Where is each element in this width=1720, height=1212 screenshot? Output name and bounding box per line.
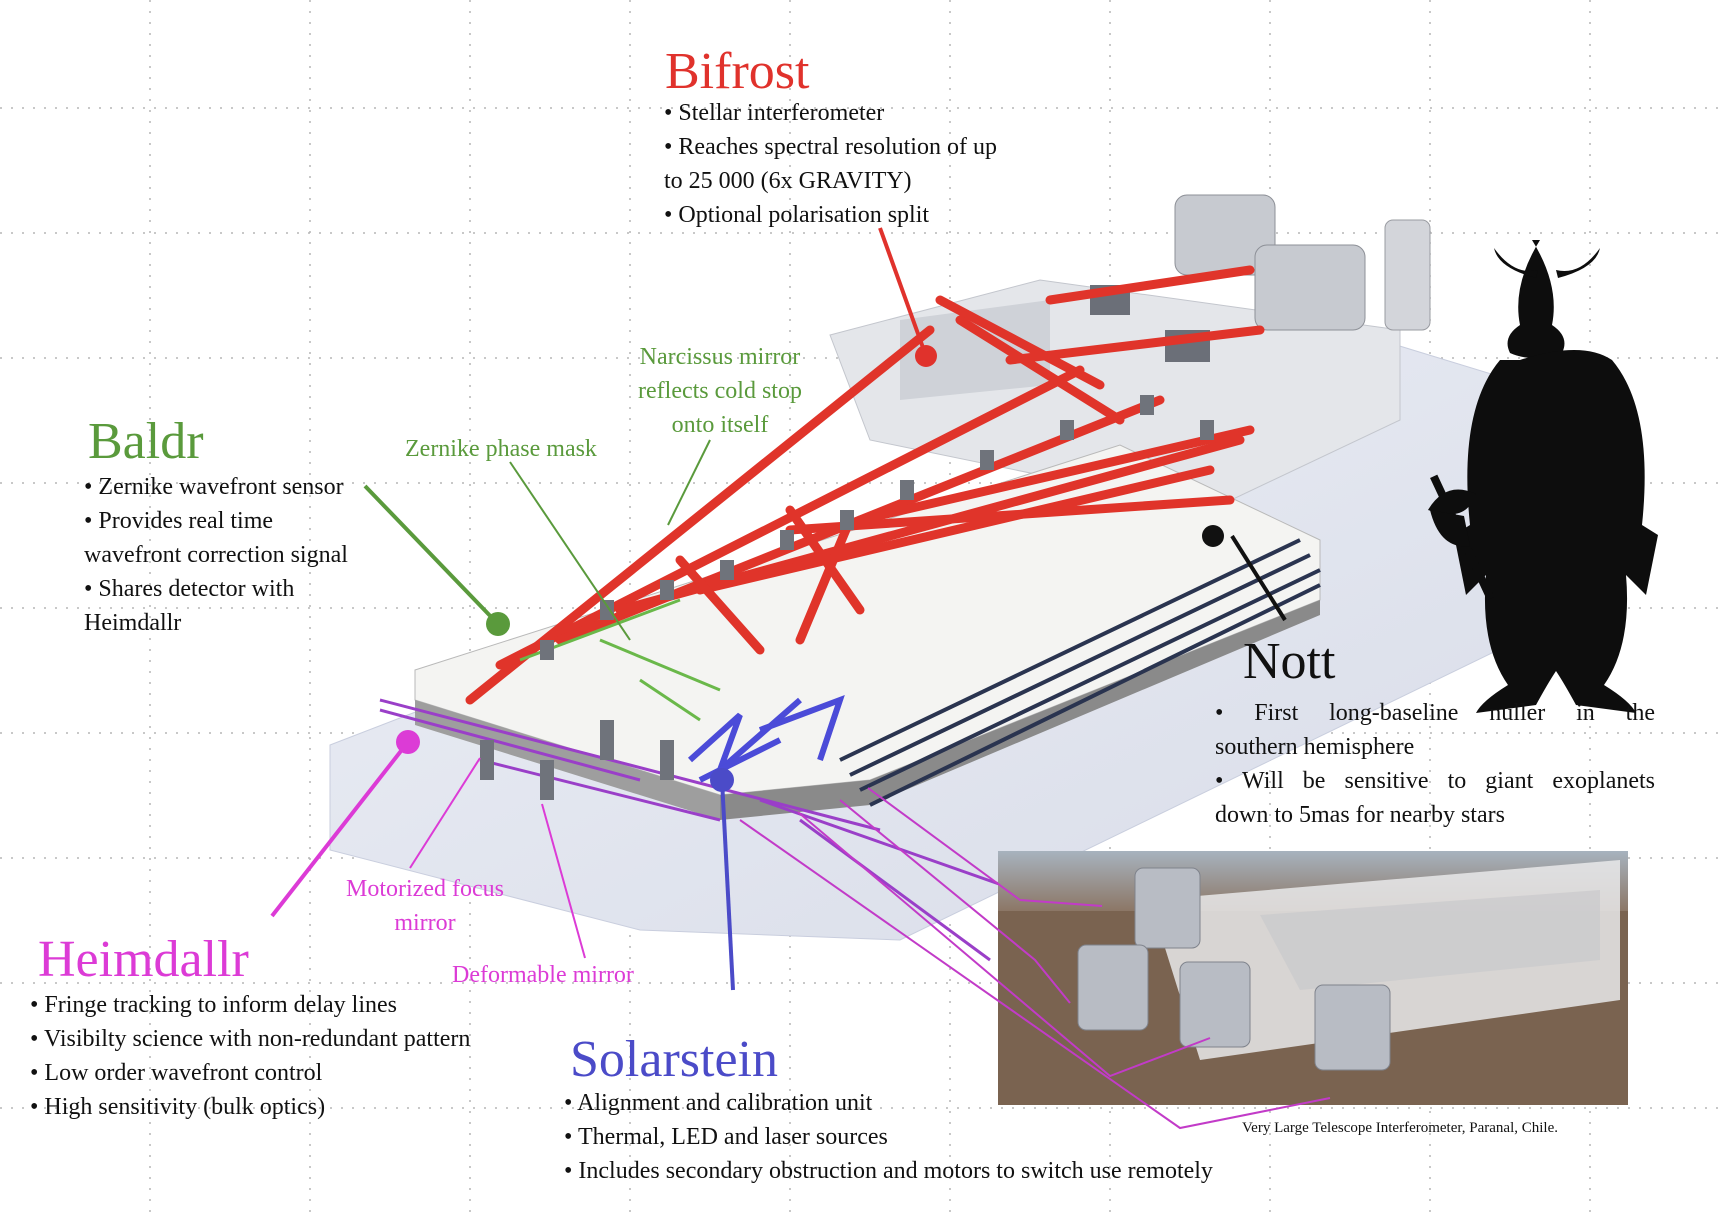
delay-line-rails: [839, 538, 1321, 807]
baldr-bullet-3: wavefront correction signal: [84, 542, 348, 568]
heimdallr-title: Heimdallr: [38, 931, 249, 988]
bifrost-bullet-3: to 25 000 (6x GRAVITY): [664, 168, 912, 194]
solarstein-bullet-2: • Thermal, LED and laser sources: [564, 1124, 888, 1150]
narcissus-line-2: reflects cold stop: [638, 378, 802, 404]
bifrost-bullet-4: • Optional polarisation split: [664, 202, 930, 228]
vlti-telescopes-photo: [998, 851, 1628, 1105]
nott-bullet-4: down to 5mas for nearby stars: [1215, 802, 1505, 828]
solarstein-bullets: • Alignment and calibration unit • Therm…: [564, 1086, 1213, 1188]
baldr-bullet-4: • Shares detector with: [84, 576, 295, 602]
nott-bullet-3: • Will be sensitive to giant exoplanets: [1215, 768, 1655, 794]
bifrost-bullet-1: • Stellar interferometer: [664, 100, 885, 126]
heimdallr-bullets: • Fringe tracking to inform delay lines …: [30, 988, 470, 1124]
baldr-title: Baldr: [88, 413, 204, 470]
heimdallr-bullet-4: • High sensitivity (bulk optics): [30, 1094, 326, 1120]
marker-dots: [396, 345, 1224, 792]
bifrost-bullet-2: • Reaches spectral resolution of up: [664, 134, 997, 160]
nott-title: Nott: [1243, 633, 1336, 690]
motorized-line-2: mirror: [394, 910, 456, 936]
zernike-phase-mask-label: Zernike phase mask: [405, 436, 597, 462]
photo-caption: Very Large Telescope Interferometer, Par…: [1242, 1120, 1558, 1136]
viking-silhouette-icon: [1428, 240, 1658, 713]
heimdallr-bullet-3: • Low order wavefront control: [30, 1060, 323, 1086]
motorized-line-1: Motorized focus: [346, 876, 504, 902]
heimdallr-bullet-2: • Visibilty science with non-redundant p…: [30, 1026, 471, 1052]
bifrost-bullets: • Stellar interferometer • Reaches spect…: [664, 96, 997, 232]
nott-bullet-2: southern hemisphere: [1215, 734, 1415, 760]
narcissus-line-1: Narcissus mirror: [639, 344, 801, 370]
baldr-bullet-1: • Zernike wavefront sensor: [84, 474, 344, 500]
baldr-bullet-5: Heimdallr: [84, 610, 182, 636]
baldr-bullet-2: • Provides real time: [84, 508, 274, 534]
leader-lines: [270, 227, 1331, 1130]
bifrost-title: Bifrost: [665, 43, 810, 100]
nott-bullets: • First long-baseline nuller in the sout…: [1215, 696, 1655, 832]
nott-bullet-1: • First long-baseline nuller in the: [1215, 700, 1655, 726]
baldr-bullets: • Zernike wavefront sensor • Provides re…: [84, 470, 348, 640]
solarstein-bullet-3: • Includes secondary obstruction and mot…: [564, 1158, 1213, 1184]
motorized-focus-mirror-label: Motorized focus mirror: [320, 872, 530, 940]
deformable-mirror-label: Deformable mirror: [452, 962, 634, 988]
heimdallr-bullet-1: • Fringe tracking to inform delay lines: [30, 992, 397, 1018]
narcissus-mirror-label: Narcissus mirror reflects cold stop onto…: [610, 340, 830, 442]
bifrost-cryostats: [1090, 194, 1431, 362]
solarstein-title: Solarstein: [570, 1031, 778, 1088]
solarstein-bullet-1: • Alignment and calibration unit: [564, 1090, 873, 1116]
narcissus-line-3: onto itself: [671, 412, 769, 438]
optical-mounts: [480, 395, 1214, 800]
